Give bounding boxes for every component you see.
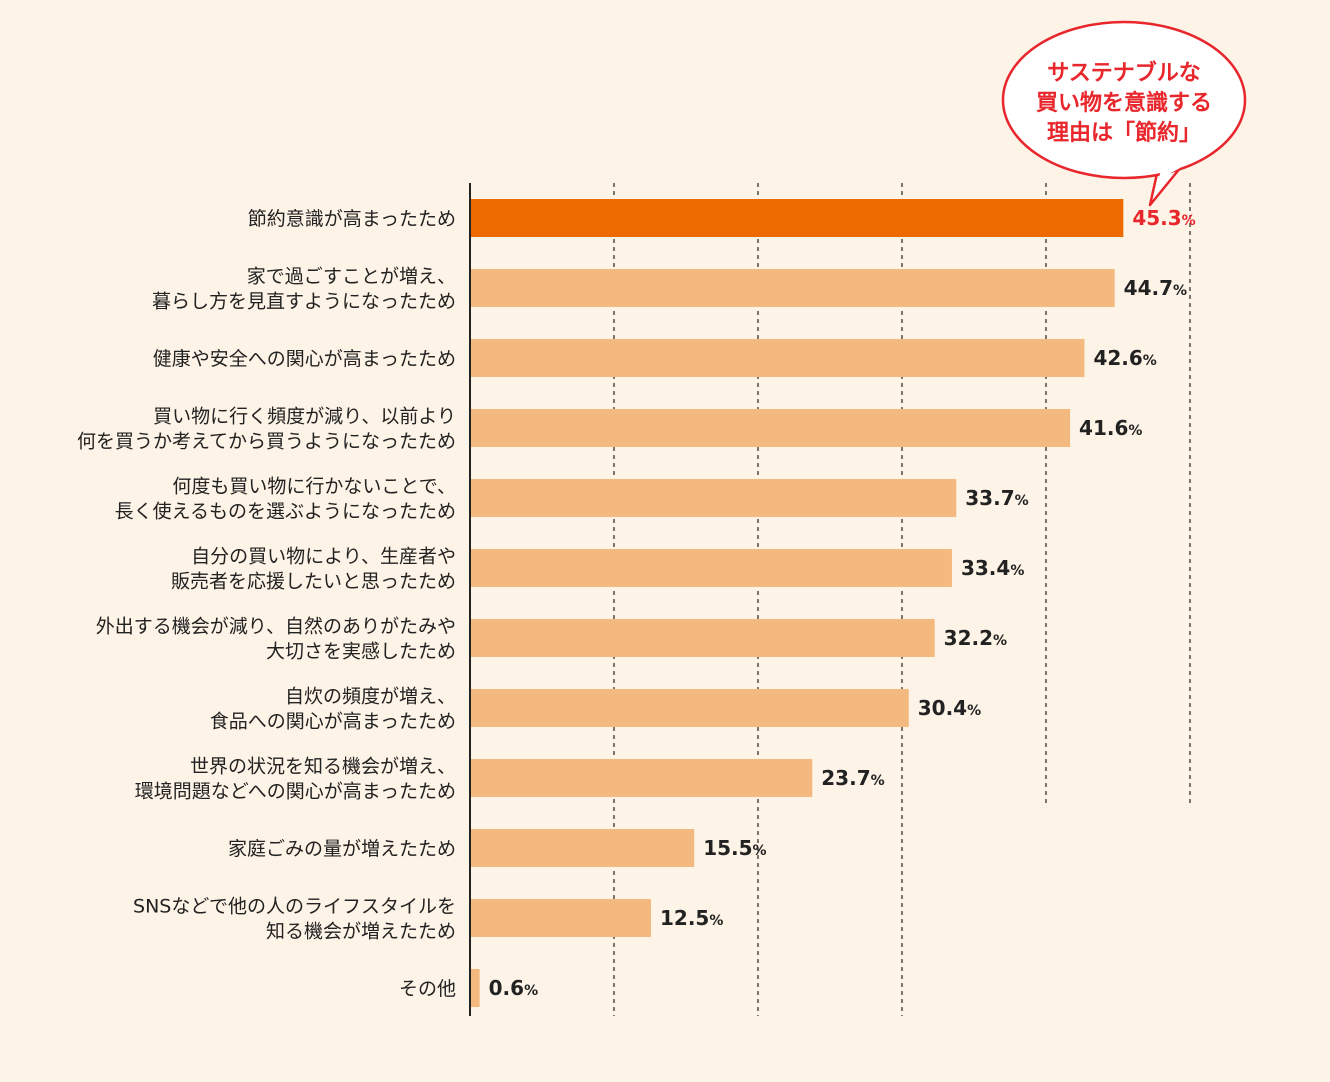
value-label-0: 45.3% [1132,206,1195,230]
value-label-2: 42.6% [1093,346,1156,370]
value-label-10: 12.5% [660,906,723,930]
bar-11 [471,969,480,1007]
value-label-9: 15.5% [703,836,766,860]
category-label-0: 節約意識が高まったため [248,208,456,230]
category-label-8: 世界の状況を知る機会が増え、環境問題などへの関心が高まったため [135,756,456,803]
category-label-10: SNSなどで他の人のライフスタイルを知る機会が増えたため [133,896,456,943]
bar-5 [471,549,952,587]
category-label-11: その他 [399,978,456,1000]
callout-line-1: サステナブルな [1047,60,1201,86]
category-label-3: 買い物に行く頻度が減り、以前より何を買うか考えてから買うようになったため [77,406,456,453]
value-label-11: 0.6% [489,976,538,1000]
category-label-2: 健康や安全への関心が高まったため [153,348,456,370]
value-label-5: 33.4% [961,556,1024,580]
category-label-9: 家庭ごみの量が増えたため [228,838,456,860]
bar-7 [471,689,909,727]
category-labels: 節約意識が高まったため家で過ごすことが増え、暮らし方を見直すようになったため健康… [77,208,456,1000]
category-label-5: 自分の買い物により、生産者や販売者を応援したいと思ったため [171,546,456,593]
value-label-3: 41.6% [1079,416,1142,440]
callout-bubble-ellipse [1001,20,1247,180]
category-label-7: 自炊の頻度が増え、食品への関心が高まったため [210,686,456,733]
value-label-8: 23.7% [821,766,884,790]
bar-3 [471,409,1071,447]
gridlines [613,183,1191,1016]
value-label-7: 30.4% [918,696,981,720]
value-label-1: 44.7% [1124,276,1187,300]
bar-0 [471,199,1124,237]
callout-tail-cover [1158,165,1180,180]
callout-bubble: サステナブルな 買い物を意識する 理由は「節約」 [1001,20,1247,207]
value-labels: 45.3% 44.7% 42.6% 41.6% 33.7% 33.4% 32.2% 30.4%… [489,206,1196,1000]
category-label-6: 外出する機会が減り、自然のありがたみや大切さを実感したため [96,616,456,663]
value-label-4: 33.7% [965,486,1028,510]
bar-9 [471,829,695,867]
bars [471,199,1124,1007]
bar-10 [471,899,651,937]
category-label-4: 何度も買い物に行かないことで、長く使えるものを選ぶようになったため [115,476,456,523]
bar-8 [471,759,813,797]
callout-line-3: 理由は「節約」 [1047,120,1201,146]
bar-4 [471,479,957,517]
bar-1 [471,269,1115,307]
callout-line-2: 買い物を意識する [1036,90,1212,116]
value-label-6: 32.2% [944,626,1007,650]
category-label-1: 家で過ごすことが増え、暮らし方を見直すようになったため [152,266,456,313]
bar-2 [471,339,1085,377]
bar-6 [471,619,935,657]
